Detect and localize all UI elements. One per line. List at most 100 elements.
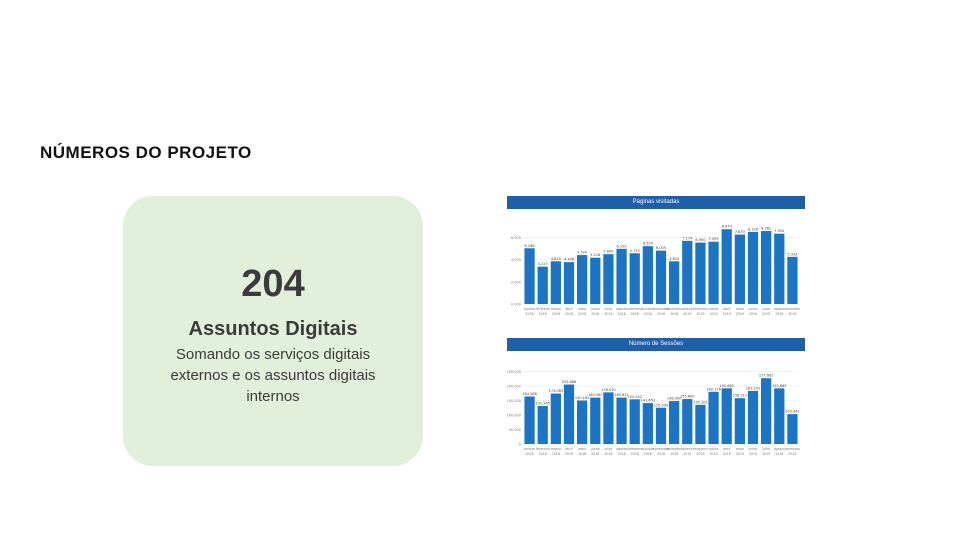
bar: [669, 401, 680, 444]
x-tick-label: agosto: [616, 447, 627, 451]
x-tick-label: 2019: [762, 312, 770, 316]
bar: [629, 399, 640, 444]
y-tick-label: 4.000: [511, 258, 521, 262]
bar: [682, 399, 693, 444]
x-tick-label: janeiro: [523, 307, 535, 311]
x-tick-label: 2018: [618, 312, 626, 316]
data-label: 8.128: [748, 227, 758, 231]
data-label: 6.900: [695, 238, 705, 242]
x-tick-label: 2019: [749, 312, 757, 316]
y-tick-label: 200.000: [507, 385, 521, 389]
x-tick-label: novembro: [653, 307, 669, 311]
x-tick-label: 2019: [696, 452, 704, 456]
data-label: 7.833: [735, 230, 745, 234]
data-label: 5.520: [577, 251, 587, 255]
data-label: 164.588: [522, 392, 536, 396]
data-label: 158.511: [733, 394, 747, 398]
data-label: 6.199: [617, 244, 627, 248]
x-tick-label: 2019: [710, 312, 718, 316]
x-tick-label: 2018: [539, 452, 547, 456]
bar: [524, 248, 535, 304]
data-label: 4.220: [538, 262, 548, 266]
stat-label: Assuntos Digitais: [188, 318, 358, 340]
data-label: 5.733: [630, 249, 640, 253]
x-tick-label: março: [551, 307, 561, 311]
x-tick-label: abril: [565, 307, 572, 311]
data-label: 135.101: [693, 400, 707, 404]
data-label: 160.362: [588, 393, 602, 397]
x-tick-label: março: [709, 307, 719, 311]
bar: [655, 407, 667, 444]
bar: [577, 255, 588, 304]
x-tick-label: maio: [578, 447, 586, 451]
x-tick-label: 2018: [539, 312, 547, 316]
bar: [721, 388, 732, 444]
bar: [695, 242, 706, 304]
bar: [603, 392, 614, 444]
bar: [603, 254, 614, 304]
x-tick-label: julho: [761, 307, 770, 311]
data-label: 125.000: [654, 403, 668, 407]
x-tick-label: janeiro: [681, 447, 693, 451]
x-tick-label: 2019: [775, 312, 783, 316]
x-tick-label: 2019: [723, 312, 731, 316]
data-label: 150.163: [575, 396, 589, 400]
bar: [629, 253, 640, 304]
x-tick-label: agosto: [774, 307, 785, 311]
data-label: 160.811: [614, 393, 628, 397]
x-tick-label: fevereiro: [536, 307, 550, 311]
x-tick-label: 2018: [578, 312, 586, 316]
x-tick-label: 2018: [657, 452, 665, 456]
x-tick-label: 2018: [670, 452, 678, 456]
bar: [734, 398, 745, 444]
x-tick-label: dezembro: [666, 447, 682, 451]
bar: [747, 231, 759, 304]
x-tick-label: junho: [748, 447, 758, 451]
stat-number: 204: [241, 263, 305, 305]
bar: [774, 388, 785, 444]
x-tick-label: fevereiro: [536, 447, 550, 451]
bar: [708, 241, 719, 304]
x-tick-label: agosto: [774, 447, 785, 451]
bar: [747, 390, 759, 444]
data-label: 183.291: [746, 386, 760, 390]
chart-numero-sessoes: Número de Sessões 0 50.000 100.000 150.000 2…: [507, 338, 805, 466]
x-tick-label: 2018: [631, 452, 639, 456]
bar: [787, 414, 798, 444]
x-tick-label: 2018: [565, 312, 573, 316]
data-label: 8.281: [761, 227, 771, 231]
x-tick-label: outubro: [642, 447, 655, 451]
x-tick-label: junho: [590, 447, 600, 451]
x-tick-label: 2018: [644, 312, 652, 316]
x-tick-label: janeiro: [523, 447, 535, 451]
x-tick-label: 2019: [775, 452, 783, 456]
stat-description: Somando os serviços digitais externos e …: [170, 346, 376, 405]
y-tick-label: 0: [519, 443, 521, 447]
x-tick-label: 2018: [644, 452, 652, 456]
x-tick-label: março: [551, 447, 561, 451]
x-tick-label: 2019: [683, 452, 691, 456]
bar: [761, 231, 772, 304]
x-tick-label: novembro: [653, 447, 669, 451]
data-label: 227.682: [759, 374, 773, 378]
bar: [550, 261, 561, 304]
chart-paginas-visitadas-plot: 0.0002.0004.0006.0006.266janeiro20184.22…: [511, 225, 800, 316]
bar: [721, 229, 732, 304]
y-tick-label: 2.000: [511, 280, 521, 284]
x-tick-label: 2018: [591, 452, 599, 456]
data-label: 178.010: [601, 388, 615, 392]
data-label: 5.218: [590, 253, 600, 257]
data-label: 141.653: [641, 399, 655, 403]
data-label: 148.000: [667, 397, 681, 401]
data-label: 155.800: [680, 395, 694, 399]
data-label: 4.706: [564, 258, 574, 262]
x-tick-label: 2018: [657, 312, 665, 316]
x-tick-label: setembro: [627, 307, 642, 311]
data-label: 180.176: [706, 387, 720, 391]
chart-paginas-visitadas: Páginas visitadas 0.000 2.000 4.000 6.000 6.…: [507, 196, 805, 326]
x-tick-label: 2018: [591, 312, 599, 316]
x-tick-label: fevereiro: [693, 447, 707, 451]
data-label: 103.447: [785, 410, 799, 414]
data-label: 4.815: [669, 257, 679, 261]
x-tick-label: setembro: [785, 307, 800, 311]
